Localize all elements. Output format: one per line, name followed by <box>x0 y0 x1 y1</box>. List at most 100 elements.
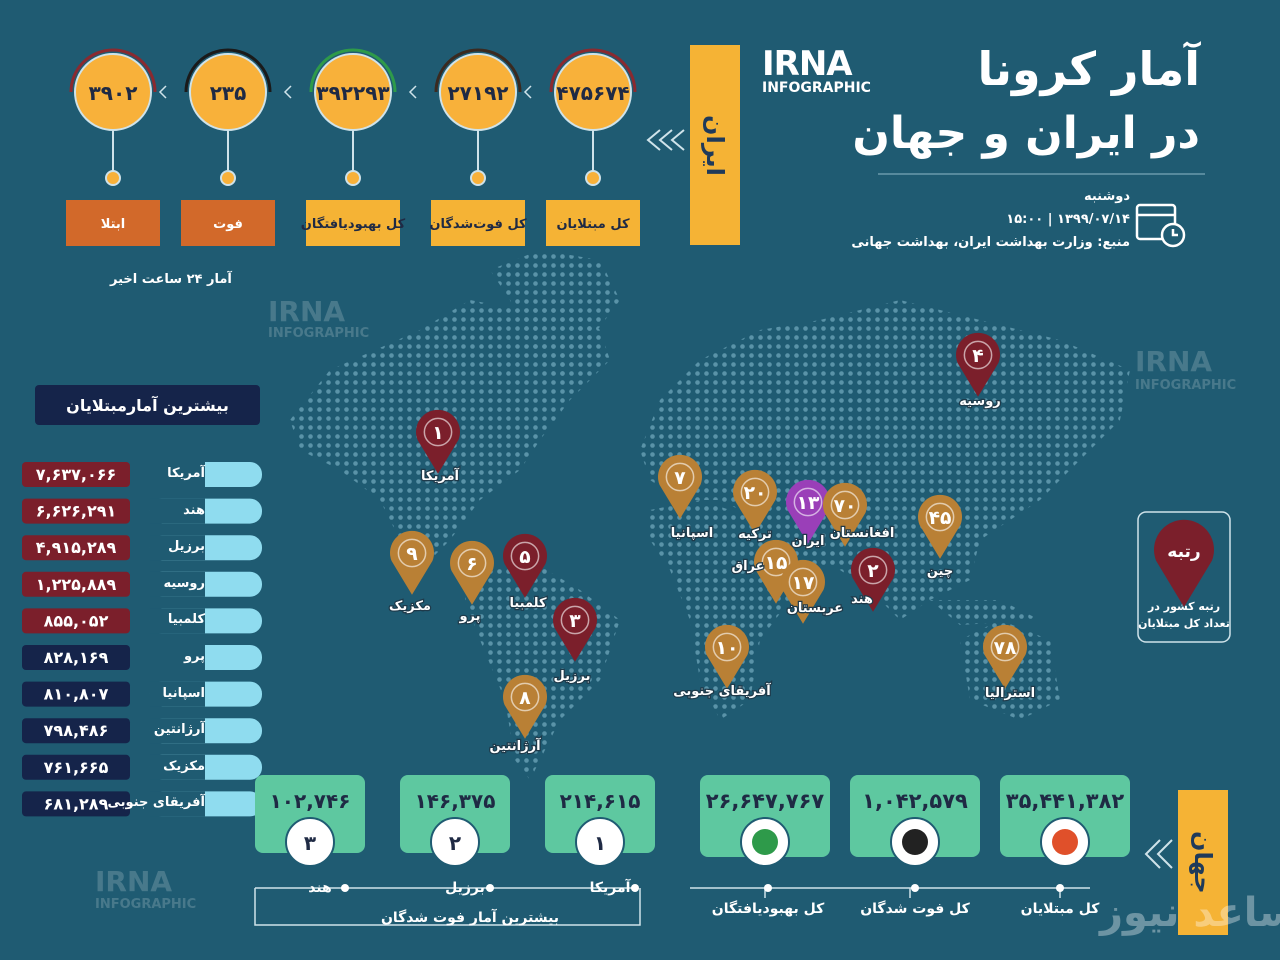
death-country: هند <box>308 880 332 896</box>
map-pin-rank: ۴۵ <box>929 508 952 529</box>
logo: IRNA <box>762 44 853 84</box>
map-pin-rank: ۱۵ <box>765 553 788 574</box>
watermark-logo: IRNA <box>1135 345 1213 378</box>
world-label: کل بهبودیافتگان <box>712 900 825 917</box>
row-value: ۸۲۸,۱۶۹ <box>44 648 109 667</box>
chevron <box>158 85 167 99</box>
stat-value: ۳۹۰۲ <box>89 81 138 105</box>
title: آمار کرونا <box>977 42 1200 96</box>
map-pin-ring <box>788 567 818 597</box>
death-card <box>255 775 365 853</box>
row-country: آمریکا <box>167 466 205 481</box>
row-value: ۷۶۱,۶۶۵ <box>44 758 109 777</box>
map-pin <box>956 332 1001 397</box>
ring-arc <box>69 48 157 93</box>
value-box <box>22 498 130 524</box>
pin-country: افغانستان <box>830 526 895 541</box>
map-pin <box>503 674 548 739</box>
pin-country: آرژانتین <box>489 737 541 754</box>
pin-country: روسیه <box>959 394 1001 409</box>
stat-box <box>431 200 525 246</box>
row-country: آفریقای جنوبی <box>107 795 205 811</box>
row-country: مکزیک <box>163 758 205 774</box>
map-pin-rank: ۸ <box>519 688 531 709</box>
country-tag <box>150 462 205 487</box>
map-pin-ring <box>397 538 427 568</box>
stem-dot <box>585 170 601 186</box>
label-dot <box>1056 884 1064 892</box>
map-pin <box>733 469 778 534</box>
death-value: ۲۱۴,۶۱۵ <box>560 789 641 813</box>
pin-country: عراق <box>731 559 764 574</box>
country-tag <box>150 681 205 707</box>
value-box <box>22 791 130 817</box>
world-label: کل فوت شدگان <box>860 900 970 917</box>
list-title: بیشترین آمارمبتلایان <box>35 385 260 425</box>
ring-arc <box>309 48 397 93</box>
stat-box <box>306 200 400 246</box>
note: آمار ۲۴ ساعت اخیر <box>110 272 232 287</box>
value-box <box>22 681 130 707</box>
pin-country: چین <box>927 564 953 579</box>
pin-country: ترکیه <box>738 527 772 542</box>
label-dot <box>341 884 349 892</box>
value-box <box>22 608 130 634</box>
map-pin <box>450 540 495 605</box>
map-pin <box>416 409 461 474</box>
country-tag <box>150 498 205 524</box>
watermark-logo: INFOGRAPHIC <box>1135 378 1237 393</box>
ring-arc <box>549 48 637 93</box>
section-label: جهان <box>1189 831 1217 894</box>
row-country: روسیه <box>163 575 205 591</box>
country-tag <box>150 791 205 817</box>
value-box <box>22 645 130 670</box>
row-country: آرژانتین <box>153 722 205 738</box>
death-rank: ۱ <box>594 831 606 855</box>
stem-dot <box>105 170 121 186</box>
country-tag <box>150 718 205 744</box>
map-pin-rank: ۲۰ <box>744 483 767 504</box>
map-pin-rank: ۵ <box>519 547 530 568</box>
label-dot <box>764 884 772 892</box>
ring-arc <box>184 48 272 93</box>
map-pin-ring <box>963 340 993 370</box>
map-pin-rank: ۷ <box>674 468 686 489</box>
country-tag <box>150 571 205 597</box>
map-pin-ring <box>761 547 791 577</box>
row-value: ۷,۶۳۷,۰۶۶ <box>36 465 117 484</box>
world-card <box>1000 775 1130 857</box>
title: در ایران و جهان <box>852 108 1200 159</box>
map-pin-ring <box>858 555 888 585</box>
rank-circle <box>285 817 335 867</box>
chevron <box>408 85 417 99</box>
stat-box <box>546 200 640 246</box>
country-tag <box>150 608 205 634</box>
value-box <box>22 718 130 744</box>
map-pin-ring <box>712 632 742 662</box>
pin-country: کلمبیا <box>509 596 547 611</box>
logo-sub: INFOGRAPHIC <box>762 80 871 96</box>
map-pin-rank: ۳ <box>569 611 581 632</box>
legend-title: رتبه <box>1167 542 1200 562</box>
map-pin-ring <box>510 682 540 712</box>
map-pin-ring <box>990 632 1020 662</box>
map-pin <box>786 479 830 544</box>
map-pin-ring <box>665 462 695 492</box>
map-pin-rank: ۴ <box>972 346 983 367</box>
rank-circle <box>430 817 480 867</box>
chevron <box>523 85 532 99</box>
pin-country: آفریقای جنوبی <box>673 682 771 699</box>
death-value: ۱۰۲,۷۴۶ <box>270 789 351 813</box>
pin-country: هند <box>851 592 873 607</box>
map-pin <box>553 597 597 662</box>
world-icon-core <box>902 829 928 855</box>
death-rank: ۳ <box>304 831 316 855</box>
row-country: کلمبیا <box>167 612 205 628</box>
map-pin-ring <box>925 502 955 532</box>
map-pin-rank: ۲ <box>867 561 879 582</box>
ring-arc <box>434 48 522 93</box>
row-value: ۸۵۵,۰۵۲ <box>44 611 109 630</box>
stat-value: ۲۳۵ <box>210 81 247 105</box>
chevron <box>283 85 292 99</box>
